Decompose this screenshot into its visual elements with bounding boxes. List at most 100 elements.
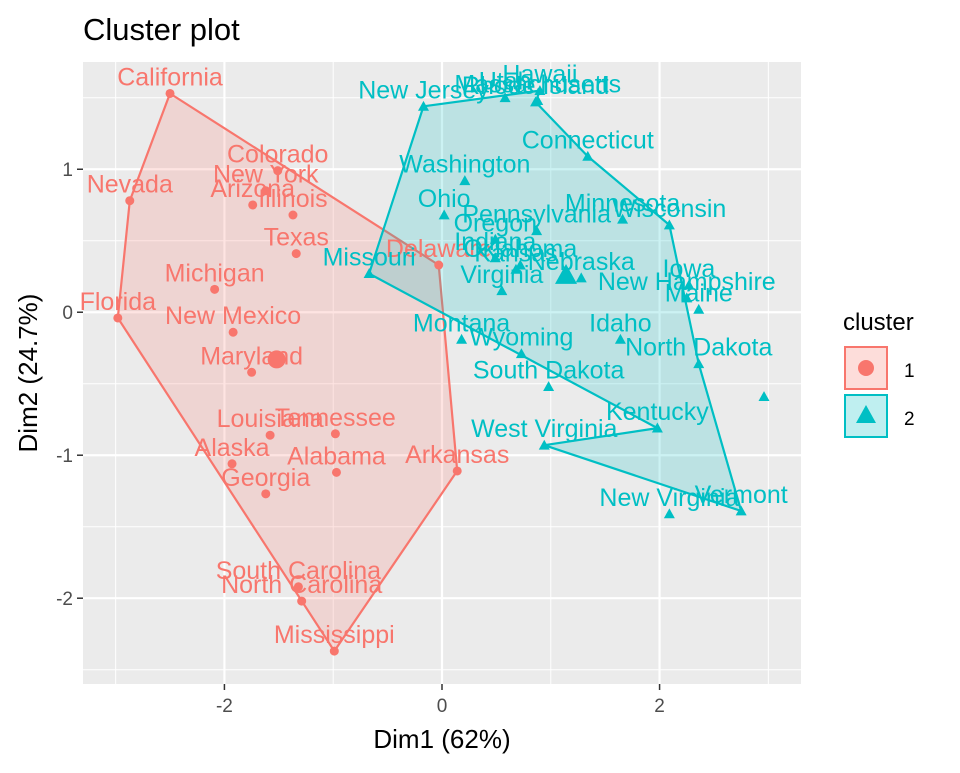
label-ohio: Ohio: [418, 185, 471, 213]
x-axis-label: Dim1 (62%): [373, 724, 510, 754]
label-kentucky: Kentucky: [606, 398, 709, 426]
point-washington: [459, 175, 471, 186]
legend-title: cluster: [843, 309, 914, 336]
label-wisconsin: Wisconsin: [612, 195, 726, 223]
legend-triangle-icon: [856, 405, 876, 423]
point-illinois: [288, 210, 298, 220]
label-idaho: Idaho: [589, 309, 652, 337]
center-cluster-1: [267, 350, 286, 369]
point-north-dakota: [693, 358, 705, 369]
point-alaska: [227, 459, 237, 469]
point-minnesota: [617, 213, 629, 224]
point-ohio: [438, 209, 450, 220]
label-tennessee: Tennessee: [275, 404, 396, 432]
x-tick-label: 0: [437, 696, 448, 717]
label-maryland: Maryland: [200, 342, 303, 370]
label-arizona: Arizona: [210, 175, 295, 203]
x-tick-label: 2: [654, 696, 665, 717]
y-axis-ticks: -2 -1 0 1: [56, 160, 83, 610]
label-utah: Utah: [479, 68, 532, 96]
point-utah: [499, 92, 511, 103]
x-axis-ticks: -2 0 2: [216, 684, 665, 717]
label-michigan: Michigan: [165, 259, 265, 287]
point-south-carolina: [293, 582, 303, 592]
legend: cluster 1 2: [843, 309, 915, 438]
y-tick-label: 0: [62, 303, 73, 324]
point-nevada: [125, 196, 135, 206]
point-wyoming: [515, 348, 527, 359]
point-delaware: [434, 260, 444, 270]
point-north-carolina: [297, 596, 307, 606]
x-tick-label: -2: [216, 696, 233, 717]
label-new-hampshire: New Hampshire: [598, 268, 776, 296]
label-alaska: Alaska: [195, 434, 270, 462]
point-missouri: [363, 268, 375, 279]
point-connecticut: [582, 150, 594, 161]
label-florida: Florida: [80, 288, 157, 316]
point-north-dakota-tip: [758, 391, 770, 401]
point-pennsylvania: [531, 225, 543, 236]
point-tennessee: [330, 429, 340, 439]
point-oregon: [489, 233, 501, 244]
label-montana: Montana: [413, 309, 510, 337]
label-hawaii: Hawaii: [502, 61, 577, 89]
point-mississippi: [329, 646, 339, 656]
label-arkansas: Arkansas: [405, 441, 509, 469]
label-west-virginia: West Virginia: [471, 415, 617, 443]
label-mississippi: Mississippi: [274, 621, 395, 649]
legend-circle-icon: [858, 360, 874, 376]
point-california: [165, 88, 175, 98]
label-massachusetts: Massachusetts: [454, 71, 621, 99]
label-oregon: Oregon: [454, 209, 537, 237]
center-cluster-2: [555, 264, 578, 284]
label-maine: Maine: [665, 279, 733, 307]
label-new-virginia: New Virginia: [599, 484, 739, 512]
label-new-jersey: New Jersey: [358, 76, 489, 104]
point-new-virginia: [663, 508, 675, 519]
point-maine: [693, 303, 705, 314]
label-new-york: New York: [213, 161, 319, 189]
label-nevada: Nevada: [87, 171, 173, 199]
y-tick-label: 1: [62, 160, 73, 181]
point-louisiana: [265, 430, 275, 440]
point-virginia: [496, 285, 508, 296]
point-vermont: [735, 505, 747, 516]
point-wisconsin: [663, 219, 675, 230]
label-wyoming: Wyoming: [469, 324, 573, 352]
label-nebraska: Nebraska: [528, 248, 635, 276]
point-colorado: [273, 166, 283, 176]
label-illinois: Illinois: [258, 185, 327, 213]
label-indiana: Indiana: [454, 228, 536, 256]
label-rhode-island: Rhode Island: [462, 72, 609, 100]
point-new-hampshire: [681, 292, 693, 303]
legend-entry-1: 1: [844, 346, 915, 390]
point-maryland: [247, 367, 257, 377]
point-arkansas: [452, 466, 462, 476]
point-kansas: [510, 263, 522, 274]
point-texas: [291, 249, 301, 259]
cluster-points: [113, 85, 770, 656]
point-west-virginia: [538, 439, 550, 450]
point-kentucky: [651, 422, 663, 433]
label-iowa: Iowa: [663, 255, 716, 283]
legend-label-1: 1: [904, 361, 915, 382]
label-south-carolina: South Carolina: [216, 557, 381, 585]
y-tick-label: -1: [56, 446, 73, 467]
point-new-york: [261, 186, 271, 196]
point-montana: [456, 333, 468, 344]
label-north-dakota: North Dakota: [625, 334, 772, 362]
label-minnesota: Minnesota: [565, 189, 680, 217]
label-washington: Washington: [399, 151, 530, 179]
label-north-carolina: North Carolina: [221, 571, 382, 599]
point-arizona: [248, 200, 258, 210]
point-hawaii: [534, 85, 546, 95]
point-new-jersey: [418, 100, 430, 111]
label-connecticut: Connecticut: [522, 126, 654, 154]
point-iowa: [683, 279, 695, 290]
y-tick-label: -2: [56, 589, 73, 610]
legend-entry-2: 2: [844, 394, 915, 438]
label-delaware: Delaware: [386, 235, 492, 263]
label-kansas: Kansas: [474, 239, 557, 267]
label-oklahoma: Oklahoma: [463, 235, 577, 263]
